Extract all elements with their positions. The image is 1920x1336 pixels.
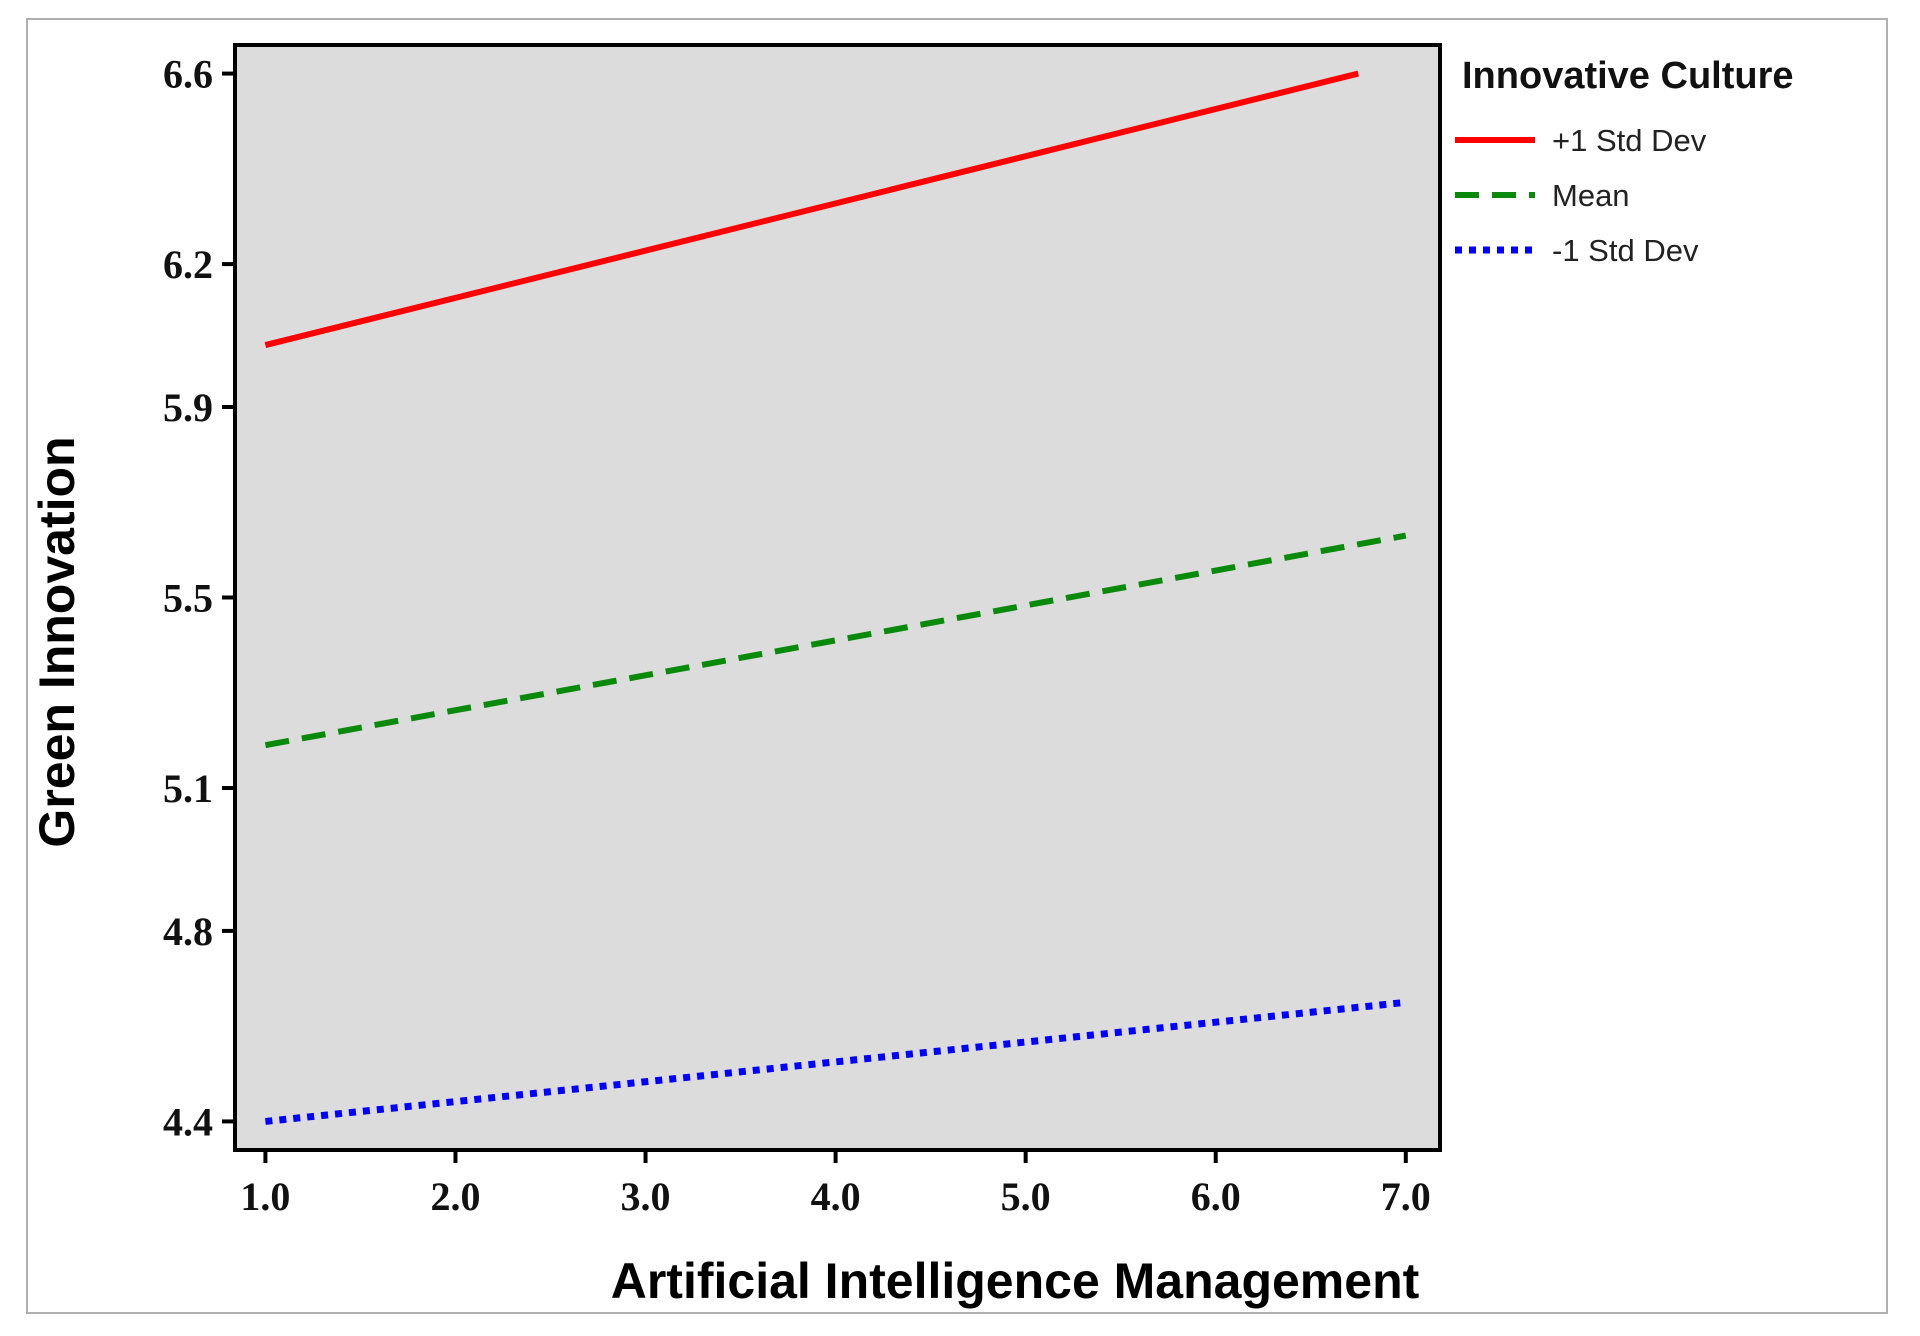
- legend-label: Mean: [1552, 178, 1630, 213]
- x-axis: 1.0 2.0 3.0 4.0 5.0 6.0 7.0: [240, 1150, 1431, 1219]
- legend-items: +1 Std Dev Mean -1 Std Dev: [1455, 123, 1707, 268]
- y-tick-label: 5.1: [163, 766, 213, 811]
- x-tick-label: 1.0: [240, 1174, 290, 1219]
- y-axis-title: Green Innovation: [29, 436, 85, 847]
- y-tick-label: 5.9: [163, 385, 213, 430]
- legend: Innovative Culture +1 Std Dev Mean -1 Std …: [1455, 55, 1794, 268]
- x-tick-label: 6.0: [1191, 1174, 1241, 1219]
- legend-label: -1 Std Dev: [1552, 233, 1699, 268]
- x-tick-label: 4.0: [811, 1174, 861, 1219]
- y-tick-label: 6.6: [163, 52, 213, 97]
- series-line-3: [265, 998, 1407, 1125]
- legend-label: +1 Std Dev: [1552, 123, 1707, 158]
- y-tick-label: 6.2: [163, 242, 213, 287]
- y-tick-label: 4.4: [163, 1099, 213, 1144]
- x-tick-label: 5.0: [1001, 1174, 1051, 1219]
- x-tick-label: 2.0: [430, 1174, 480, 1219]
- x-tick-label: 7.0: [1381, 1174, 1431, 1219]
- x-axis-title: Artificial Intelligence Management: [611, 1253, 1420, 1309]
- legend-title: Innovative Culture: [1462, 55, 1794, 97]
- y-axis: 6.6 6.2 5.9 5.5 5.1 4.8 4.4: [163, 52, 235, 1144]
- y-tick-label: 4.8: [163, 909, 213, 954]
- series-line-1: [264, 70, 1359, 348]
- series-layer: [264, 70, 1407, 1125]
- series-line-2: [264, 532, 1407, 749]
- plot-area: [233, 43, 1442, 1152]
- x-tick-label: 3.0: [621, 1174, 671, 1219]
- y-tick-label: 5.5: [163, 576, 213, 621]
